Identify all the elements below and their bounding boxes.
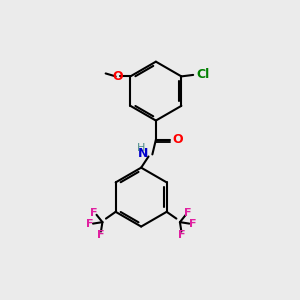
Text: F: F [97, 230, 105, 239]
Text: Cl: Cl [196, 68, 209, 81]
Text: F: F [86, 219, 94, 229]
Text: H: H [136, 142, 145, 153]
Text: O: O [113, 70, 123, 83]
Text: N: N [138, 147, 148, 160]
Text: F: F [184, 208, 192, 218]
Text: O: O [172, 133, 183, 146]
Text: F: F [178, 230, 185, 239]
Text: F: F [90, 208, 98, 218]
Text: F: F [188, 219, 196, 229]
